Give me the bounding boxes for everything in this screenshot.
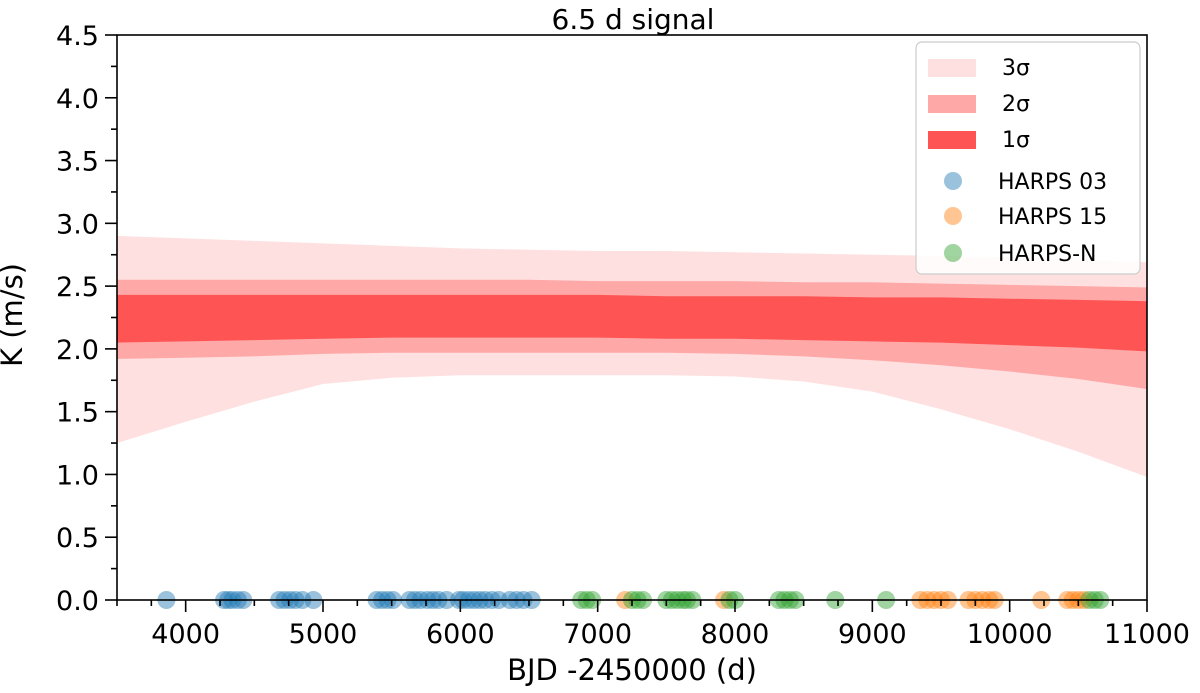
x-tick-label-5000: 5000 bbox=[289, 619, 358, 650]
legend-label-series-3: HARPS-N bbox=[998, 242, 1097, 267]
x-tick-label-4000: 4000 bbox=[151, 619, 220, 650]
x-tick-label-9000: 9000 bbox=[838, 619, 907, 650]
legend-marker-1 bbox=[944, 172, 962, 190]
x-tick-label-11000: 11000 bbox=[1104, 619, 1190, 650]
y-axis-title: K (m/s) bbox=[0, 263, 29, 367]
y-tick-label-2: 1.0 bbox=[56, 460, 99, 491]
x-tick-label-8000: 8000 bbox=[701, 619, 770, 650]
legend-label-band-1: 3σ bbox=[1002, 56, 1030, 81]
x-axis-title: BJD -2450000 (d) bbox=[507, 653, 757, 687]
legend-marker-2 bbox=[944, 207, 962, 225]
legend: 3σ 2σ 1σ HARPS 03 HARPS 15 HARPS-N bbox=[915, 41, 1141, 275]
x-tick-label-6000: 6000 bbox=[426, 619, 495, 650]
legend-swatch-2 bbox=[928, 95, 976, 113]
legend-label-band-3: 1σ bbox=[1002, 128, 1030, 153]
x-tick-label-10000: 10000 bbox=[967, 619, 1053, 650]
y-tick-label-5: 2.5 bbox=[56, 272, 99, 303]
y-tick-label-4: 2.0 bbox=[56, 335, 99, 366]
legend-label-series-2: HARPS 15 bbox=[998, 205, 1107, 230]
legend-marker-3 bbox=[944, 244, 962, 262]
axes-layer: 4000 5000 6000 7000 8000 9000 10000 11000 0.0 0.5… bbox=[56, 21, 1190, 650]
legend-label-series-1: HARPS 03 bbox=[998, 170, 1107, 195]
bands-layer bbox=[117, 235, 1147, 477]
chart-title: 6.5 d signal bbox=[552, 3, 715, 36]
y-tick-label-1: 0.5 bbox=[56, 523, 99, 554]
y-tick-label-3: 1.5 bbox=[56, 398, 99, 429]
y-tick-label-8: 4.0 bbox=[56, 84, 99, 115]
band-3 bbox=[117, 294, 1147, 352]
y-tick-label-0: 0.0 bbox=[56, 586, 99, 617]
legend-swatch-3 bbox=[928, 131, 976, 149]
y-tick-label-7: 3.5 bbox=[56, 147, 99, 178]
x-tick-label-7000: 7000 bbox=[563, 619, 632, 650]
legend-swatch-1 bbox=[928, 59, 976, 77]
y-tick-label-9: 4.5 bbox=[56, 21, 99, 52]
y-tick-label-6: 3.0 bbox=[56, 209, 99, 240]
legend-label-band-2: 2σ bbox=[1002, 92, 1030, 117]
